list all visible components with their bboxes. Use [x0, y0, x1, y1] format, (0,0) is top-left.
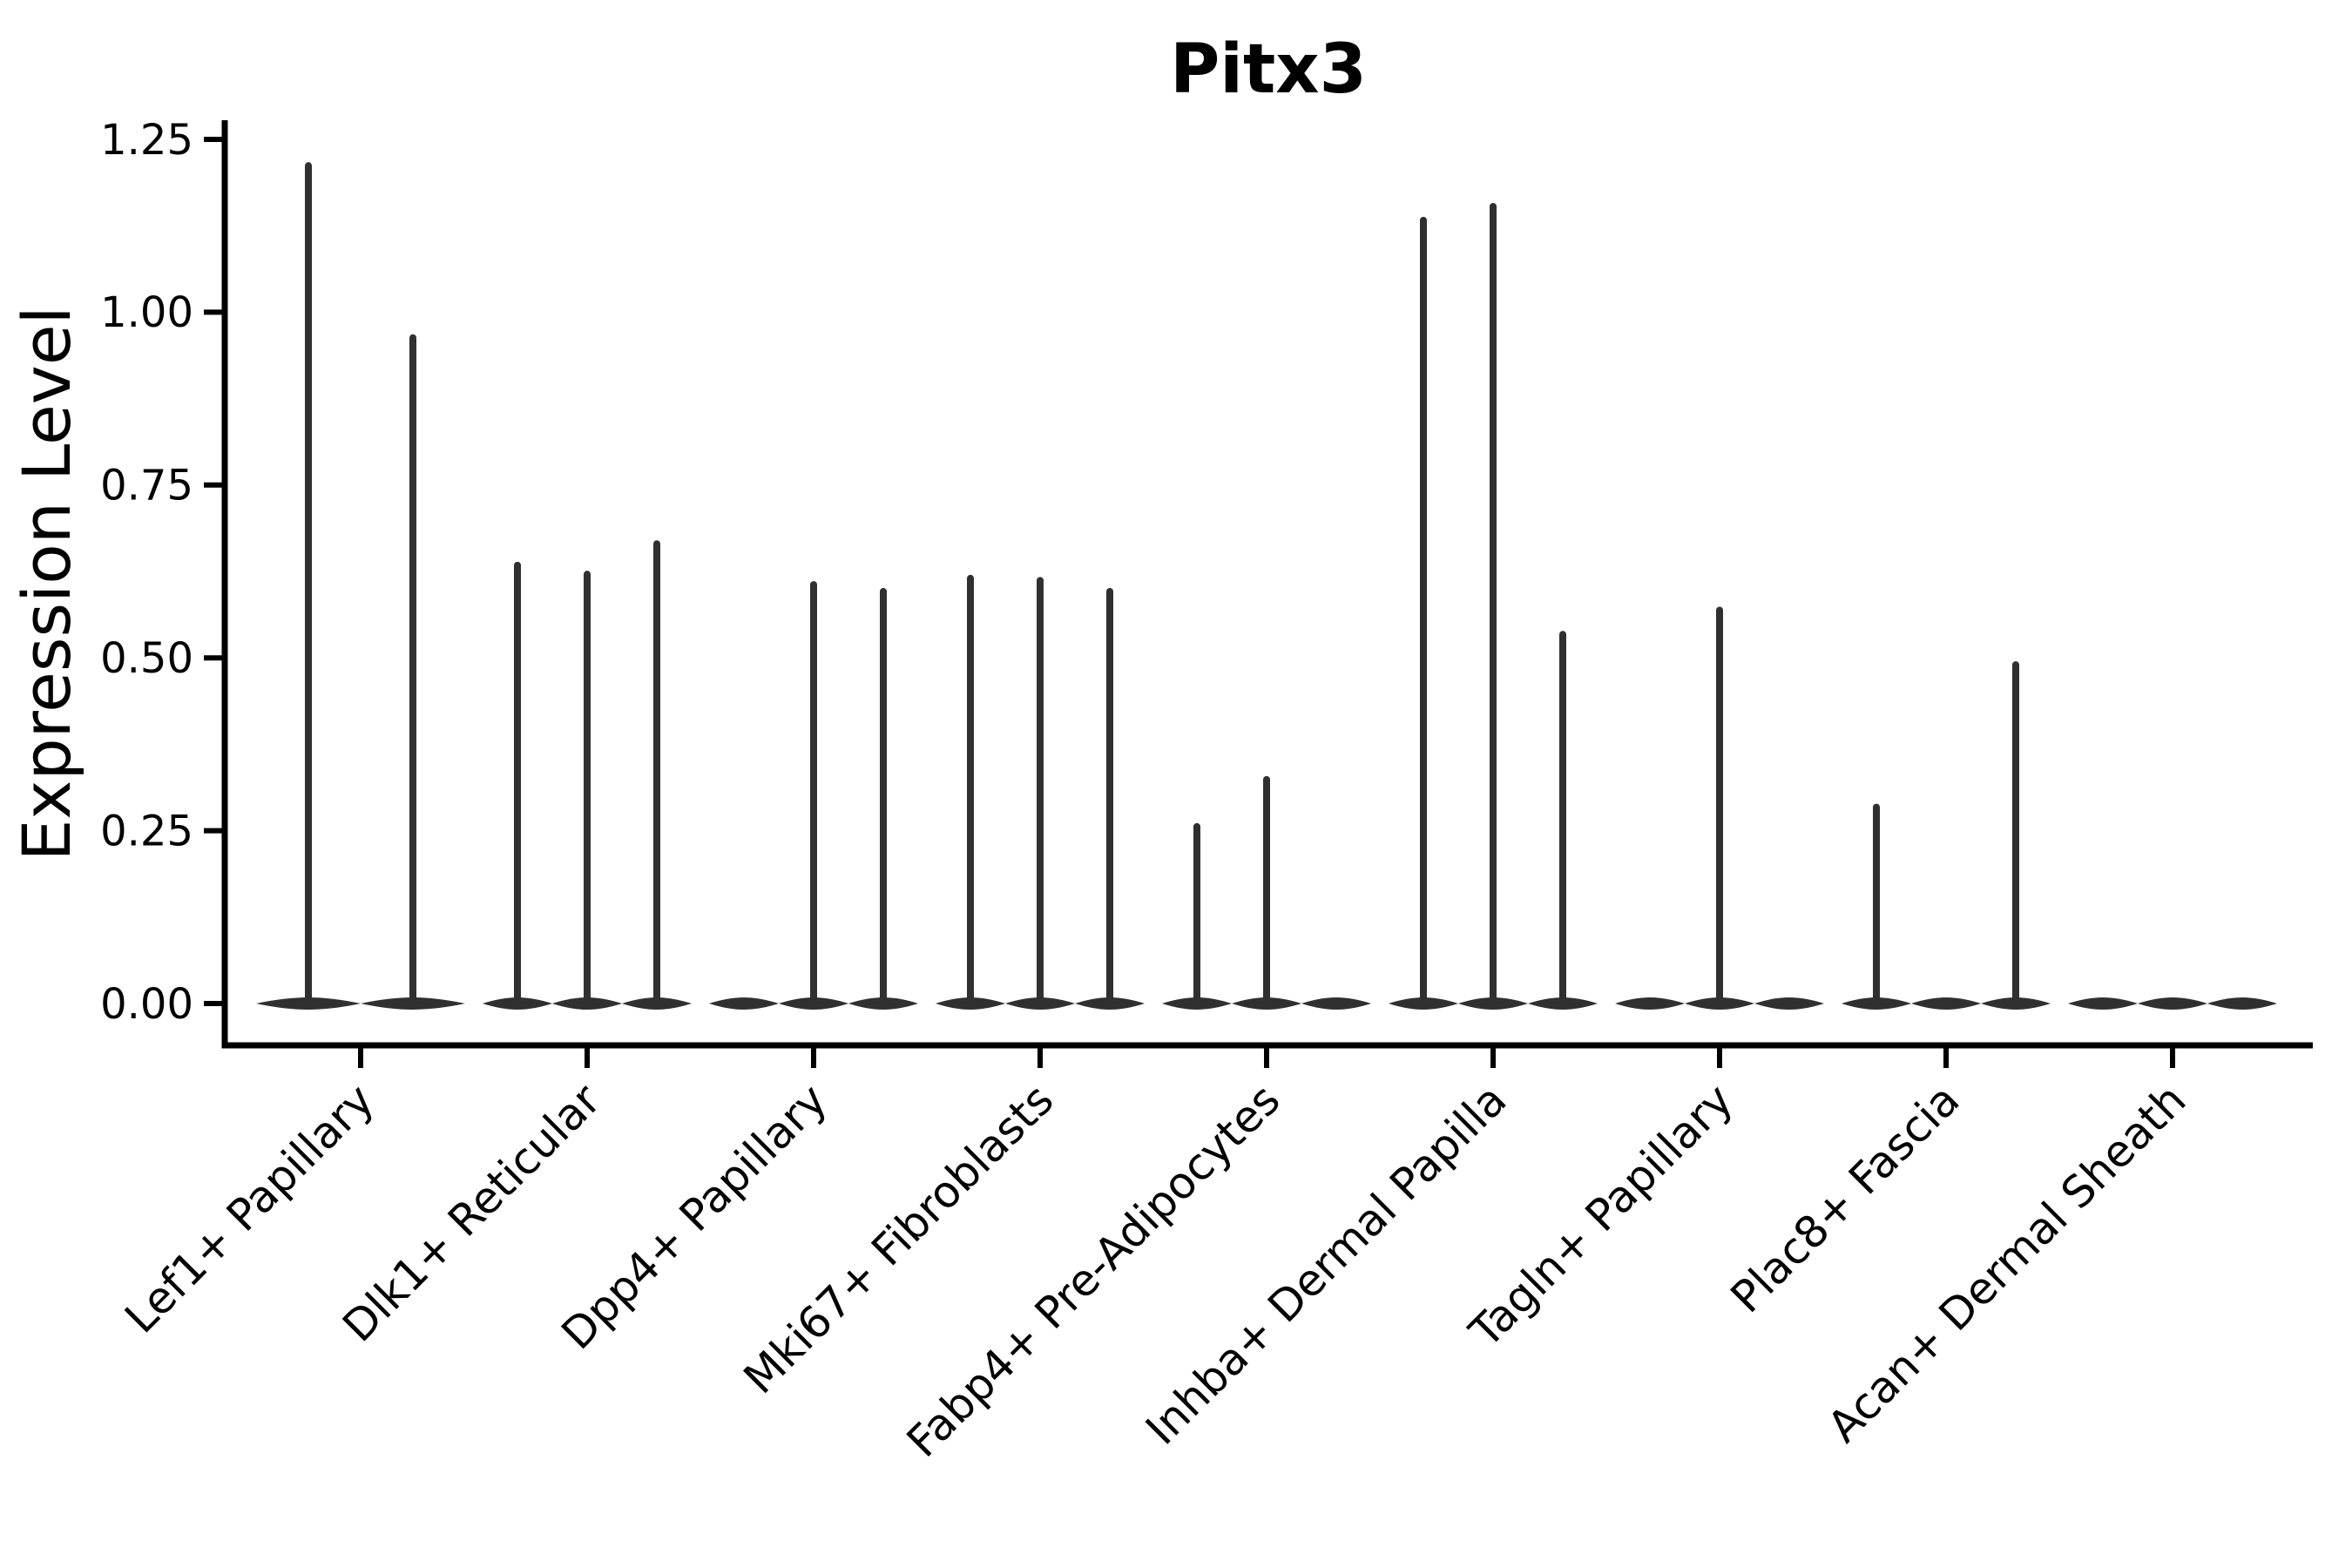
y-tick-label: 0.25 [100, 807, 193, 855]
violin-base [1301, 997, 1371, 1010]
violin-layer [256, 162, 2277, 1010]
y-tick-label: 1.00 [100, 288, 193, 337]
y-tick-label: 0.50 [100, 634, 193, 683]
y-tick-label: 0.00 [100, 980, 193, 1029]
x-tick-label: Lef1+ Papillary [115, 1074, 383, 1342]
violin-base [1615, 997, 1685, 1010]
x-tick-label: Inhba+ Dermal Papilla [1136, 1074, 1516, 1454]
x-tick-label: Fabp4+ Pre-Adipocytes [897, 1074, 1290, 1467]
violin-base [709, 997, 779, 1010]
violin-base [1754, 997, 1824, 1010]
y-axis-label: Expression Level [8, 306, 85, 861]
y-tick-label: 0.75 [100, 462, 193, 510]
violin-base [2138, 997, 2207, 1010]
x-tick-label: Acan+ Dermal Sheath [1818, 1074, 2196, 1452]
y-tick-label: 1.25 [100, 116, 193, 165]
chart-title: Pitx3 [1170, 30, 1367, 109]
x-tick-label: Plac8+ Fascia [1721, 1074, 1970, 1322]
violin-base [1911, 997, 1981, 1010]
violin-base [2207, 997, 2277, 1010]
violin-base [2068, 997, 2138, 1010]
